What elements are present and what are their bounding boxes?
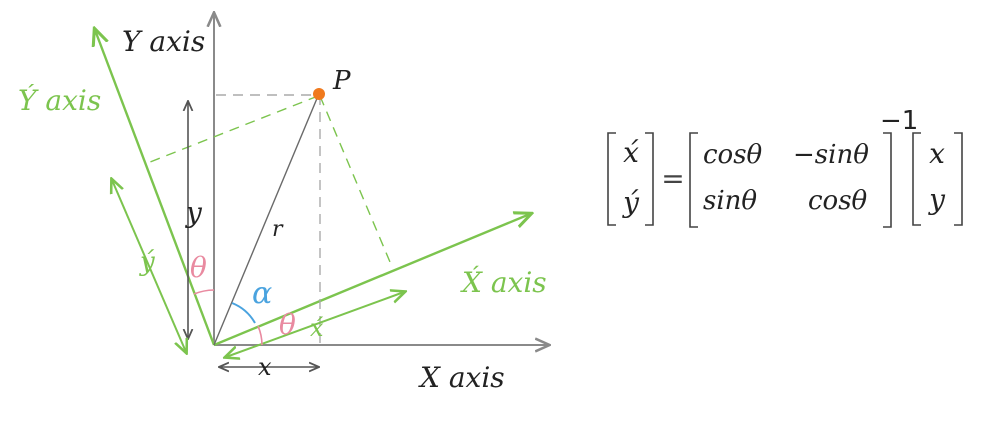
y-length-label: y bbox=[184, 196, 203, 229]
lhs-left-bracket bbox=[607, 132, 616, 226]
rhs-y: y bbox=[927, 183, 946, 216]
point-p bbox=[313, 88, 325, 100]
alpha-label: α bbox=[252, 276, 272, 311]
lhs-right-bracket bbox=[645, 132, 654, 226]
x-prime-axis-label: X́ axis bbox=[460, 266, 547, 299]
lhs-y-prime: ý bbox=[621, 186, 640, 219]
vector-r-label: r bbox=[272, 217, 284, 242]
rotation-equation: x́ ý = cosθ −sinθ sinθ cosθ −1 x y bbox=[607, 106, 963, 228]
y-prime-length-arrow bbox=[112, 180, 186, 352]
theta-y-label: θ bbox=[190, 251, 207, 284]
projection-to-x-prime-axis bbox=[319, 95, 391, 263]
matrix-cell-1-1: cosθ bbox=[703, 140, 763, 170]
alpha-arc bbox=[231, 302, 256, 324]
y-prime-axis-label: Ý axis bbox=[18, 84, 101, 117]
rhs-right-bracket bbox=[954, 132, 963, 226]
x-length-label: x bbox=[258, 353, 272, 381]
x-prime-length-label: x́ bbox=[310, 314, 324, 342]
point-p-label: P bbox=[332, 66, 351, 96]
rhs-left-bracket bbox=[912, 132, 921, 226]
matrix-cell-2-1: sinθ bbox=[703, 186, 757, 216]
rhs-x: x bbox=[929, 137, 945, 170]
matrix-left-bracket bbox=[689, 132, 698, 228]
y-axis-label: Y axis bbox=[122, 25, 205, 58]
y-prime-length-label: ý bbox=[139, 247, 155, 277]
matrix-cell-1-2: −sinθ bbox=[793, 140, 869, 170]
projection-to-y-prime-axis bbox=[144, 95, 319, 165]
equals-sign: = bbox=[661, 162, 684, 195]
x-axis-label: X axis bbox=[418, 361, 505, 394]
lhs-x-prime: x́ bbox=[623, 136, 639, 169]
theta-x-label: θ bbox=[279, 308, 296, 341]
matrix-cell-2-2: cosθ bbox=[808, 186, 868, 216]
matrix-right-bracket bbox=[883, 132, 892, 228]
y-prime-axis-line bbox=[95, 30, 216, 346]
theta-arc-y bbox=[193, 289, 215, 295]
theta-arc-x bbox=[257, 325, 263, 346]
matrix-exponent: −1 bbox=[880, 106, 918, 136]
x-prime-length-arrow bbox=[226, 292, 404, 357]
